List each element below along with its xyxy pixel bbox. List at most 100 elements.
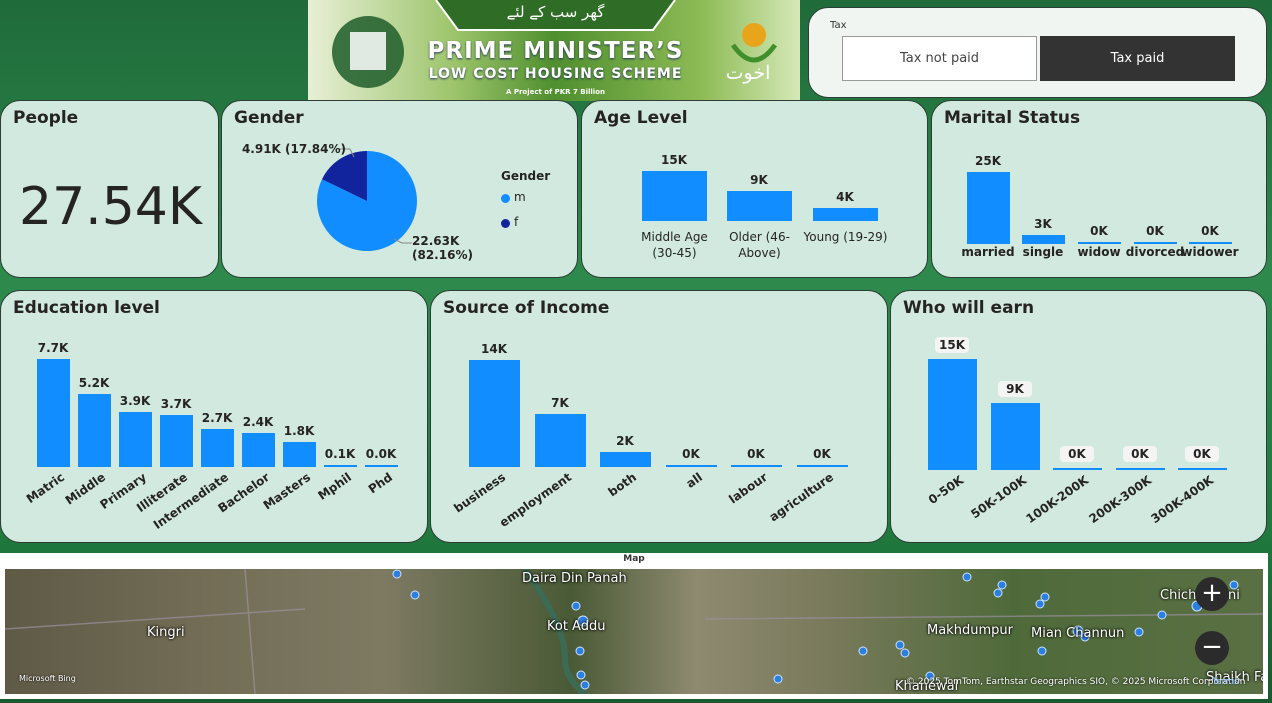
legend-marker bbox=[501, 219, 510, 228]
pie-slice bbox=[321, 151, 367, 201]
marital-panel: Marital Status 25K married 3K single 0K widow… bbox=[931, 100, 1267, 278]
data-label: 0K bbox=[813, 447, 831, 461]
data-label: 3.9K bbox=[119, 394, 151, 409]
bar bbox=[796, 465, 848, 467]
education-panel: Education level 7.7K Matric 5.2K Middle 3.9K… bbox=[0, 290, 428, 543]
x-tick-label: widow bbox=[1077, 245, 1121, 259]
chart-title: Gender bbox=[234, 108, 304, 128]
banner-art bbox=[332, 0, 778, 88]
zoom-in[interactable]: + bbox=[1195, 577, 1229, 611]
map-point bbox=[410, 590, 420, 600]
data-label: 7.7K bbox=[37, 341, 69, 355]
tax-slicer: Tax Tax not paid Tax paid bbox=[808, 7, 1267, 98]
map-point bbox=[580, 680, 590, 690]
bar bbox=[730, 465, 782, 467]
data-label: 2.7K bbox=[201, 411, 233, 426]
map-place: Kingri bbox=[147, 625, 185, 640]
data-label: 1.8K bbox=[283, 423, 315, 438]
data-label: 7K bbox=[551, 395, 569, 410]
map-place: Shaikh Fazil bbox=[1206, 670, 1263, 685]
map-title: Map bbox=[623, 554, 645, 564]
income-panel: Source of Income 14K business 7K employment… bbox=[430, 290, 888, 543]
bar bbox=[1115, 468, 1165, 470]
bar bbox=[241, 433, 275, 467]
data-label: 0K bbox=[1123, 446, 1157, 462]
data-label: 14K bbox=[481, 342, 507, 356]
map-point bbox=[773, 674, 783, 684]
map-point bbox=[575, 646, 585, 656]
bar bbox=[966, 172, 1010, 244]
kpi-card: People 27.54K bbox=[0, 100, 219, 278]
chart-title: Marital Status bbox=[944, 108, 1081, 128]
map-point bbox=[571, 601, 581, 611]
data-label: 25K bbox=[975, 154, 1001, 168]
kpi-value: 27.54K bbox=[19, 177, 202, 237]
leader-line bbox=[393, 238, 412, 244]
bar bbox=[323, 465, 357, 467]
data-label: 4.91K (17.84%) bbox=[241, 142, 346, 156]
bar bbox=[200, 429, 234, 467]
bar bbox=[1077, 242, 1121, 244]
x-tick-label: single bbox=[1022, 245, 1064, 259]
x-tick-label: Older (46-Above) bbox=[729, 230, 790, 260]
logo-figure bbox=[742, 23, 766, 47]
map-point bbox=[1157, 610, 1167, 620]
bar bbox=[118, 412, 152, 467]
data-label: 3K bbox=[1034, 217, 1052, 232]
map-point bbox=[1229, 580, 1239, 590]
legend-label: f bbox=[514, 215, 519, 229]
x-tick-label: divorced bbox=[1125, 245, 1185, 259]
legend-title: Gender bbox=[501, 169, 551, 183]
map-point bbox=[993, 588, 1003, 598]
data-label: 0K bbox=[1090, 224, 1108, 238]
bar bbox=[159, 415, 193, 467]
chart-title: Source of Income bbox=[443, 298, 610, 318]
chart-title: Age Level bbox=[594, 108, 688, 128]
urdu-tagline: گھر سب کے لئے bbox=[506, 3, 605, 21]
zoom-out[interactable]: − bbox=[1195, 631, 1229, 665]
map-terms[interactable]: Terms bbox=[1212, 677, 1239, 687]
map-point bbox=[1080, 632, 1090, 642]
bar bbox=[927, 359, 977, 470]
banner-subtitle: LOW COST HOUSING SCHEME bbox=[428, 66, 683, 82]
bar bbox=[364, 465, 398, 467]
data-label: 15K bbox=[935, 337, 969, 353]
map-place: Mian Channun bbox=[1031, 626, 1125, 641]
data-label: 0K bbox=[1060, 446, 1094, 462]
map-place: Daira Din Panah bbox=[522, 571, 627, 586]
data-label: 0K bbox=[682, 447, 700, 461]
x-tick-label: Young (19-29) bbox=[803, 230, 888, 244]
leader-line bbox=[338, 148, 355, 158]
bar bbox=[599, 451, 651, 467]
data-label: 0.0K bbox=[365, 447, 397, 461]
data-label: 9K bbox=[750, 173, 768, 187]
bar bbox=[990, 403, 1040, 470]
bar bbox=[665, 465, 717, 467]
emblem-shield bbox=[350, 32, 386, 70]
bar bbox=[1052, 468, 1102, 470]
logo-leaf bbox=[730, 43, 778, 63]
slicer-option[interactable]: Tax paid bbox=[1040, 36, 1235, 81]
data-label: 4K bbox=[836, 189, 854, 204]
x-tick-label: married bbox=[961, 245, 1015, 259]
map-point bbox=[997, 580, 1007, 590]
banner-title: PRIME MINISTER’S bbox=[427, 38, 684, 64]
data-label: 15K bbox=[661, 153, 687, 167]
kpi-title: People bbox=[13, 108, 79, 128]
bar bbox=[468, 360, 520, 467]
map-attribution: © 2025 TomTom, Earthstar Geographics SIO… bbox=[906, 677, 1246, 687]
x-tick-label: Middle Age (30-45) bbox=[641, 230, 708, 260]
data-label: 5.2K bbox=[78, 376, 110, 391]
chart-title: Education level bbox=[13, 298, 160, 318]
legend-label: m bbox=[514, 190, 526, 204]
data-label: 0K bbox=[1201, 224, 1219, 238]
map-canvas[interactable]: Daira Din Panah Kingri Kot Addu Makhdump… bbox=[5, 569, 1263, 694]
chart-title: Who will earn bbox=[903, 298, 1035, 318]
slicer-option[interactable]: Tax not paid bbox=[842, 36, 1037, 81]
map-place: Khanewal bbox=[895, 679, 959, 694]
map-point bbox=[577, 615, 589, 627]
legend-marker bbox=[501, 194, 510, 203]
map-point bbox=[895, 640, 905, 650]
data-label: 0K bbox=[1146, 224, 1164, 238]
